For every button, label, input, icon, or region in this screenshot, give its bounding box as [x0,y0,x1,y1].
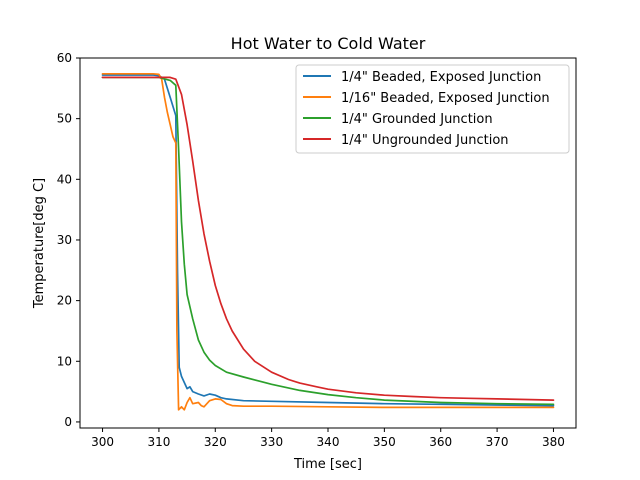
x-tick-label: 330 [260,435,283,449]
y-axis: 0 10 20 30 40 50 60 [57,51,80,429]
y-tick-label: 50 [57,112,72,126]
legend-label: 1/4" Ungrounded Junction [341,133,509,148]
legend-entry: 1/16" Beaded, Exposed Junction [303,91,550,106]
y-tick-label: 30 [57,233,72,247]
x-tick-label: 350 [373,435,396,449]
y-tick-label: 0 [64,415,72,429]
series-line-4 [101,76,555,401]
x-axis-label: Time [sec] [293,457,362,472]
x-tick-label: 360 [429,435,452,449]
x-axis: 300 310 320 330 340 350 360 370 380 [91,428,565,449]
legend: 1/4" Beaded, Exposed Junction 1/16" Bead… [295,64,570,154]
series-layer [101,72,555,411]
x-tick-label: 310 [147,435,170,449]
legend-entry: 1/4" Beaded, Exposed Junction [303,70,541,85]
y-axis-label: Temperature[deg C] [32,178,47,309]
series-line-2 [101,72,555,411]
x-tick-label: 300 [91,435,114,449]
series-line-1 [101,74,555,407]
series-line-3 [101,76,555,406]
y-tick-label: 20 [57,294,72,308]
legend-entry: 1/4" Grounded Junction [303,112,493,127]
y-tick-label: 40 [57,172,72,186]
legend-label: 1/4" Grounded Junction [341,112,493,127]
y-tick-label: 10 [57,354,72,368]
chart-title: Hot Water to Cold Water [231,34,426,53]
x-tick-label: 340 [317,435,340,449]
legend-label: 1/4" Beaded, Exposed Junction [341,70,541,85]
y-tick-label: 60 [57,51,72,65]
legend-entry: 1/4" Ungrounded Junction [303,133,509,148]
x-tick-label: 370 [486,435,509,449]
legend-label: 1/16" Beaded, Exposed Junction [341,91,550,106]
x-tick-label: 320 [204,435,227,449]
legend-box [295,64,570,154]
x-tick-label: 380 [542,435,565,449]
